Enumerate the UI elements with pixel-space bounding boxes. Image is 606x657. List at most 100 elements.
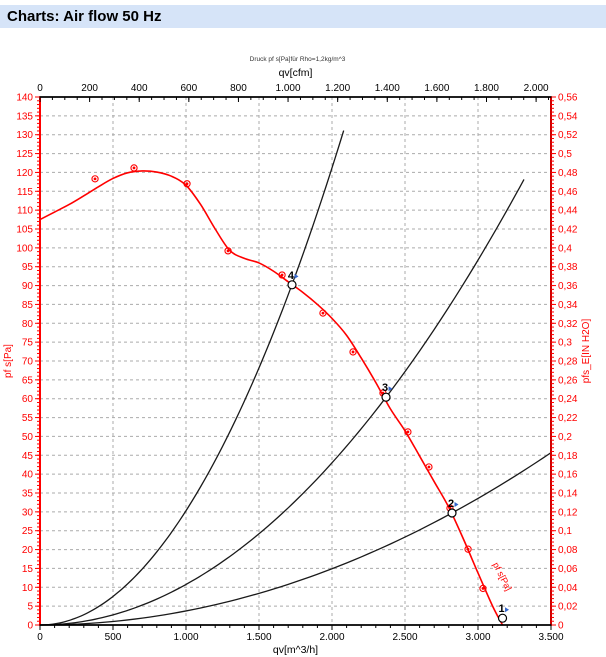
axis-titles: Druck pf s[Pa]für Rho=1,2kg/m^3 qv[cfm] qv…: [3, 56, 592, 656]
measured-points: [91, 164, 487, 593]
axis-ticks: 0 200 400 600 800 1.000 1.200 1.400 1.600 1.800 2.…: [16, 83, 578, 643]
left-tick-label: 70: [22, 357, 34, 368]
bottom-tick-label: 500: [105, 632, 122, 643]
bottom-tick-label: 3.500: [538, 632, 563, 643]
left-tick-label: 55: [22, 413, 34, 424]
left-tick-label: 75: [22, 338, 34, 349]
top-tick-label: 800: [230, 83, 247, 94]
right-tick-label: 0,52: [558, 130, 578, 141]
measured-point: [91, 175, 99, 183]
chart-container: pf s[Pa] 0 200 400 600 800 1.000 1.200 1.400 1.60…: [0, 28, 606, 657]
left-tick-label: 135: [16, 111, 33, 122]
bottom-tick-label: 1.500: [246, 632, 271, 643]
duty-point-circle: [381, 392, 391, 402]
top-tick-label: 1.200: [325, 83, 350, 94]
bottom-tick-label: 1.000: [173, 632, 198, 643]
left-tick-label: 100: [16, 243, 33, 254]
top-tick-label: 0: [37, 83, 43, 94]
system-curve: [39, 452, 552, 626]
left-tick-label: 25: [22, 526, 34, 537]
top-tick-label: 1.600: [424, 83, 449, 94]
left-tick-label: 30: [22, 507, 34, 518]
right-tick-label: 0,56: [558, 93, 578, 104]
duty-point-label: 1: [498, 603, 504, 615]
left-tick-label: 50: [22, 432, 34, 443]
duty-points: 1 2 3 4: [287, 270, 510, 623]
left-tick-label: 105: [16, 225, 33, 236]
left-tick-label: 40: [22, 470, 34, 481]
airflow-chart: pf s[Pa]0 200 400 600 800 1.000 1.200 1.400 1.60…: [3, 56, 592, 656]
top-axis-title: qv[cfm]: [279, 67, 313, 79]
right-tick-label: 0,24: [558, 394, 578, 405]
right-tick-label: 0,38: [558, 262, 578, 273]
system-curves: [39, 130, 552, 626]
top-tick-label: 400: [131, 83, 148, 94]
bottom-tick-label: 0: [37, 632, 43, 643]
left-axis-title: pf s[Pa]: [3, 344, 14, 378]
gridlines: [40, 97, 551, 625]
top-tick-label: 1.800: [474, 83, 499, 94]
left-tick-label: 140: [16, 93, 33, 104]
measured-point: [349, 348, 357, 356]
page-title: Charts: Air flow 50 Hz: [0, 5, 606, 28]
right-tick-label: 0,44: [558, 206, 578, 217]
right-tick-label: 0,14: [558, 489, 578, 500]
left-tick-label: 125: [16, 149, 33, 160]
right-tick-label: 0,28: [558, 357, 578, 368]
left-tick-label: 60: [22, 394, 34, 405]
left-tick-label: 90: [22, 281, 34, 292]
right-tick-label: 0,26: [558, 375, 578, 386]
left-tick-label: 115: [17, 187, 33, 198]
right-tick-label: 0,22: [558, 413, 578, 424]
right-tick-label: 0,5: [558, 149, 572, 160]
left-tick-label: 65: [22, 375, 34, 386]
duty-point-label: 3: [382, 382, 388, 394]
duty-point-label: 4: [288, 270, 295, 282]
left-tick-label: 20: [22, 545, 34, 556]
duty-point-circle: [497, 613, 508, 623]
measured-point: [224, 247, 232, 255]
axis-spines: [39, 96, 552, 626]
right-tick-label: 0,16: [558, 470, 578, 481]
left-tick-label: 35: [22, 489, 34, 500]
left-tick-label: 5: [27, 602, 33, 613]
chart-note: Druck pf s[Pa]für Rho=1,2kg/m^3: [250, 56, 346, 63]
bottom-tick-label: 3.000: [465, 632, 490, 643]
left-tick-label: 10: [22, 583, 34, 594]
right-axis-title: pfs_E[IN H2O]: [581, 319, 592, 384]
duty-point-label: 2: [448, 498, 454, 510]
right-tick-label: 0,32: [558, 319, 578, 330]
bottom-tick-label: 2.500: [392, 632, 417, 643]
left-tick-label: 120: [16, 168, 33, 179]
left-tick-label: 80: [22, 319, 34, 330]
fan-curve: [39, 170, 504, 626]
duty-point-circle: [447, 508, 457, 518]
left-tick-label: 110: [17, 206, 33, 217]
measured-point: [183, 180, 191, 188]
right-tick-label: 0,3: [558, 338, 572, 349]
left-tick-label: 0: [27, 621, 33, 632]
measured-point: [425, 463, 433, 471]
duty-point-circle: [287, 280, 297, 290]
left-tick-label: 15: [22, 564, 34, 575]
right-tick-label: 0,04: [558, 583, 578, 594]
system-curve: [39, 130, 345, 626]
measured-point: [278, 271, 286, 279]
right-tick-label: 0,42: [558, 225, 578, 236]
right-tick-label: 0,06: [558, 564, 578, 575]
right-tick-label: 0: [558, 621, 564, 632]
left-tick-label: 85: [22, 300, 34, 311]
measured-point: [464, 545, 472, 553]
measured-point: [479, 584, 487, 593]
right-tick-label: 0,08: [558, 545, 578, 556]
right-tick-label: 0,02: [558, 602, 578, 613]
measured-point: [319, 309, 327, 317]
left-tick-label: 130: [16, 130, 33, 141]
top-tick-label: 1.000: [276, 83, 301, 94]
right-tick-label: 0,54: [558, 111, 578, 122]
measured-point: [404, 428, 412, 436]
top-tick-label: 200: [81, 83, 98, 94]
right-tick-label: 0,34: [558, 300, 578, 311]
right-tick-label: 0,46: [558, 187, 578, 198]
top-tick-label: 600: [180, 83, 197, 94]
